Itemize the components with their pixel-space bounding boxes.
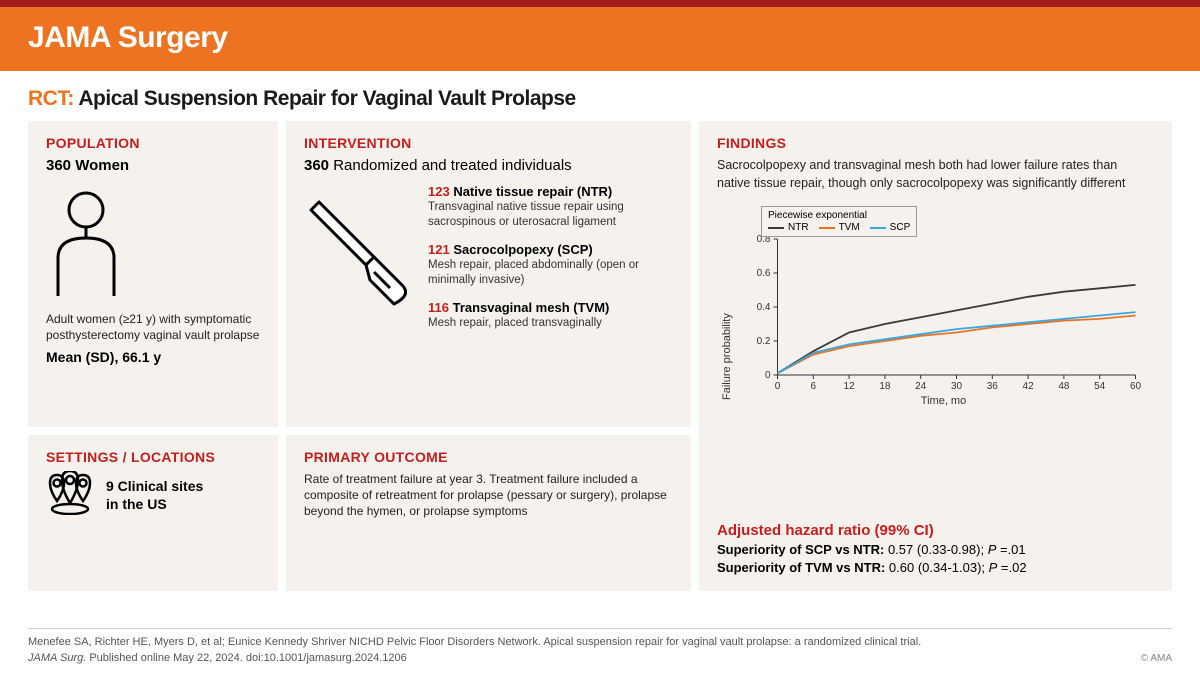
svg-text:0.2: 0.2 <box>757 336 771 347</box>
scalpel-icon <box>304 192 414 317</box>
svg-text:30: 30 <box>951 381 963 392</box>
population-desc: Adult women (≥21 y) with symptomatic pos… <box>46 311 260 343</box>
svg-text:42: 42 <box>1023 381 1035 392</box>
content-grid: POPULATION 360 Women Adult women (≥21 y)… <box>0 121 1200 591</box>
svg-text:60: 60 <box>1130 381 1142 392</box>
findings-card: FINDINGS Sacrocolpopexy and transvaginal… <box>699 121 1172 591</box>
settings-text: 9 Clinical sites in the US <box>106 478 203 513</box>
svg-text:0.4: 0.4 <box>757 302 771 313</box>
copyright: © AMA <box>1141 652 1172 666</box>
intervention-items: 123 Native tissue repair (NTR) Transvagi… <box>428 184 673 343</box>
intervention-summary: 360 Randomized and treated individuals <box>304 157 673 174</box>
citation-text: Menefee SA, Richter HE, Myers D, et al; … <box>28 636 921 648</box>
citation-pub: Published online May 22, 2024. doi:10.10… <box>86 652 406 664</box>
svg-text:54: 54 <box>1094 381 1106 392</box>
chart-svg: 00.20.40.60.806121824303642485460 <box>733 227 1154 397</box>
citation-journal: JAMA Surg. <box>28 652 86 664</box>
ahr-line: Superiority of SCP vs NTR: 0.57 (0.33-0.… <box>717 542 1154 557</box>
infographic-frame: JAMA Surgery RCT: Apical Suspension Repa… <box>0 0 1200 676</box>
study-title: RCT: Apical Suspension Repair for Vagina… <box>0 71 1200 121</box>
intervention-item: 123 Native tissue repair (NTR) Transvagi… <box>428 184 673 230</box>
person-icon <box>46 188 260 303</box>
citation-footer: Menefee SA, Richter HE, Myers D, et al; … <box>28 628 1172 666</box>
settings-card: SETTINGS / LOCATIONS <box>28 435 278 591</box>
outcome-heading: PRIMARY OUTCOME <box>304 449 673 465</box>
title-text: Apical Suspension Repair for Vaginal Vau… <box>78 87 575 110</box>
outcome-text: Rate of treatment failure at year 3. Tre… <box>304 471 673 520</box>
svg-text:6: 6 <box>811 381 817 392</box>
legend-item: TVM <box>819 222 860 233</box>
legend-item: NTR <box>768 222 809 233</box>
outcome-card: PRIMARY OUTCOME Rate of treatment failur… <box>286 435 691 591</box>
location-pin-icon <box>46 471 94 520</box>
column-middle: INTERVENTION 360 Randomized and treated … <box>286 121 691 591</box>
svg-text:36: 36 <box>987 381 999 392</box>
intervention-item: 121 Sacrocolpopexy (SCP) Mesh repair, pl… <box>428 242 673 288</box>
legend-item: SCP <box>870 222 911 233</box>
svg-text:0.6: 0.6 <box>757 268 771 279</box>
column-right: FINDINGS Sacrocolpopexy and transvaginal… <box>699 121 1172 591</box>
svg-text:24: 24 <box>915 381 927 392</box>
chart-ylabel: Failure probability <box>717 206 733 508</box>
intervention-card: INTERVENTION 360 Randomized and treated … <box>286 121 691 427</box>
population-heading: POPULATION <box>46 135 260 151</box>
chart-xlabel: Time, mo <box>733 395 1154 407</box>
population-mean: Mean (SD), 66.1 y <box>46 349 260 365</box>
intervention-item: 116 Transvaginal mesh (TVM) Mesh repair,… <box>428 300 673 331</box>
svg-text:0: 0 <box>765 370 771 381</box>
intervention-heading: INTERVENTION <box>304 135 673 151</box>
journal-banner: JAMA Surgery <box>0 7 1200 71</box>
findings-desc: Sacrocolpopexy and transvaginal mesh bot… <box>717 157 1154 192</box>
chart-legend: Piecewise exponential NTRTVMSCP <box>761 206 917 237</box>
failure-chart: Failure probability Piecewise exponentia… <box>717 206 1154 508</box>
population-n: 360 Women <box>46 157 260 174</box>
svg-text:48: 48 <box>1058 381 1070 392</box>
journal-title: JAMA Surgery <box>28 21 228 54</box>
ahr-line: Superiority of TVM vs NTR: 0.60 (0.34-1.… <box>717 560 1154 575</box>
settings-heading: SETTINGS / LOCATIONS <box>46 449 260 465</box>
svg-text:12: 12 <box>844 381 856 392</box>
population-card: POPULATION 360 Women Adult women (≥21 y)… <box>28 121 278 427</box>
findings-heading: FINDINGS <box>717 135 1154 151</box>
ahr-title: Adjusted hazard ratio (99% CI) <box>717 522 1154 539</box>
title-prefix: RCT: <box>28 87 74 110</box>
svg-text:18: 18 <box>879 381 891 392</box>
column-left: POPULATION 360 Women Adult women (≥21 y)… <box>28 121 278 591</box>
svg-text:0: 0 <box>775 381 781 392</box>
